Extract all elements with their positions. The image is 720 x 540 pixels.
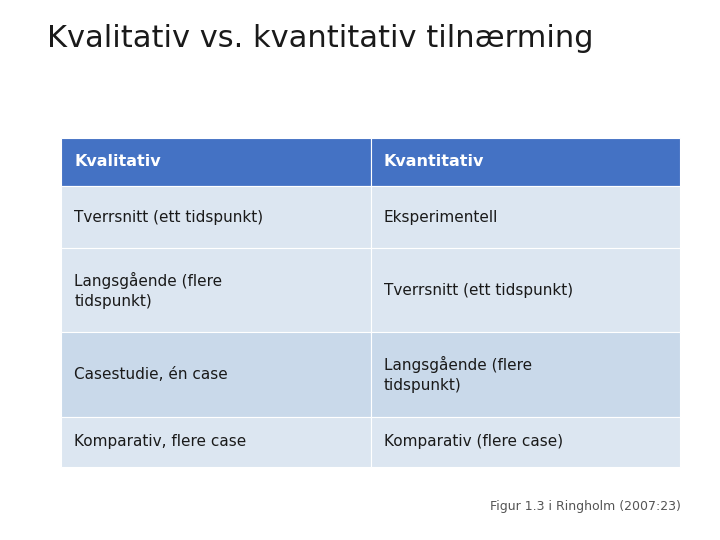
Text: Langsgående (flere
tidspunkt): Langsgående (flere tidspunkt) bbox=[384, 356, 532, 393]
Text: Kvalitativ: Kvalitativ bbox=[74, 154, 161, 170]
Text: Casestudie, én case: Casestudie, én case bbox=[74, 367, 228, 382]
Text: Figur 1.3 i Ringholm (2007:23): Figur 1.3 i Ringholm (2007:23) bbox=[490, 500, 680, 513]
Text: Langsgående (flere
tidspunkt): Langsgående (flere tidspunkt) bbox=[74, 272, 222, 308]
Text: Komparativ (flere case): Komparativ (flere case) bbox=[384, 434, 563, 449]
Text: Tverrsnitt (ett tidspunkt): Tverrsnitt (ett tidspunkt) bbox=[384, 283, 573, 298]
Text: Kvalitativ vs. kvantitativ tilnærming: Kvalitativ vs. kvantitativ tilnærming bbox=[47, 24, 593, 53]
Text: Komparativ, flere case: Komparativ, flere case bbox=[74, 434, 246, 449]
Text: Kvantitativ: Kvantitativ bbox=[384, 154, 484, 170]
Text: Tverrsnitt (ett tidspunkt): Tverrsnitt (ett tidspunkt) bbox=[74, 210, 264, 225]
Text: Eksperimentell: Eksperimentell bbox=[384, 210, 498, 225]
